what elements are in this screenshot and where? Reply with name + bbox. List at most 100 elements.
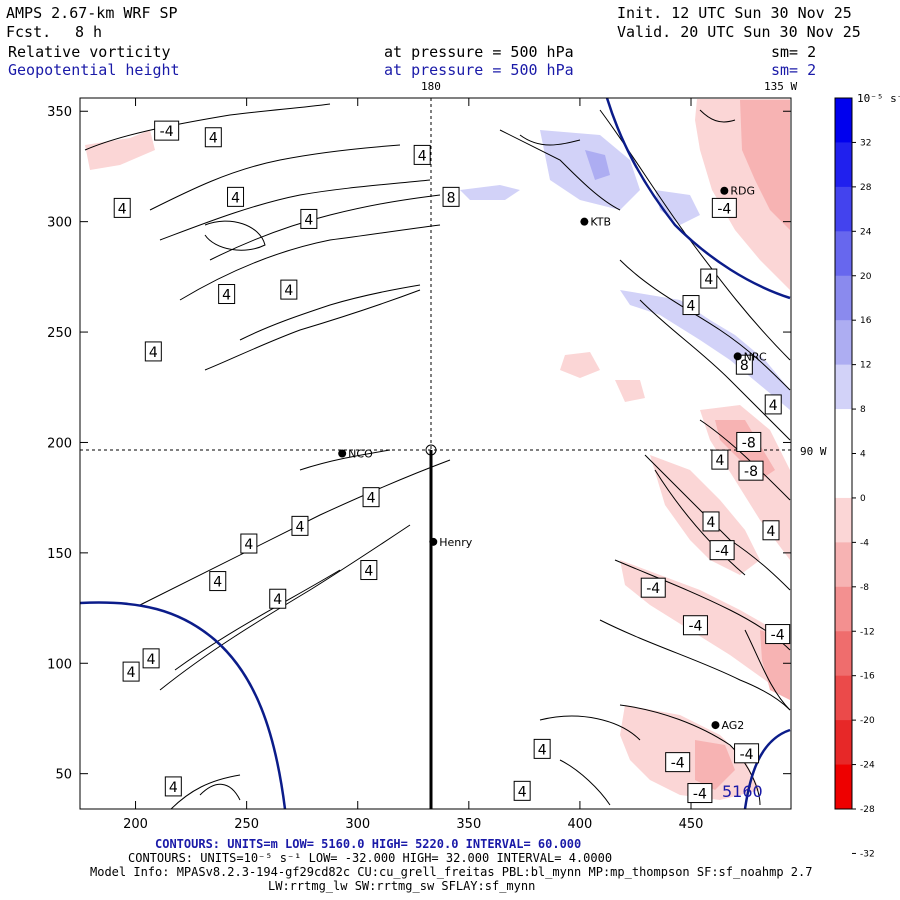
lat-label-90w: 90 W <box>800 445 827 458</box>
y-tick-label: 250 <box>47 326 72 341</box>
colorbar-tick-label: 0 <box>860 494 866 504</box>
contour-label: 4 <box>764 394 782 415</box>
station-label: NRC <box>744 350 767 363</box>
contour-label: 4 <box>269 588 287 609</box>
colorbar-segment <box>835 542 852 588</box>
contour-label-text: 4 <box>769 398 778 414</box>
y-tick-label: 200 <box>47 436 72 451</box>
contour-label-text: -4 <box>715 544 729 560</box>
axes: 200 250 300 350 400 450 50 100 150 200 250 300 350 <box>47 98 791 832</box>
colorbar-tick-label: -4 <box>860 538 869 548</box>
contour-label-box <box>218 284 236 305</box>
contour-label-box <box>154 120 180 141</box>
contour-label: 4 <box>682 295 700 316</box>
contour-label-box <box>533 738 551 759</box>
contour-label: -4 <box>687 783 713 804</box>
contour-label-box <box>764 394 782 415</box>
station-marker <box>580 217 589 226</box>
contour-label: 4 <box>360 560 378 581</box>
stations: RDG KTB NRC NCO Henry AG2 <box>338 185 767 732</box>
colorbar-segment <box>835 364 852 410</box>
lon-label-180: 180 <box>421 80 441 93</box>
contour-label: 4 <box>280 279 298 300</box>
colorbar: 32 28 24 20 16 12 8 4 0 -4 -8 -12 -16 -20 -24 -28 -32 <box>834 97 875 859</box>
station-label: AG2 <box>721 719 744 732</box>
contour-label-text: -4 <box>688 619 702 635</box>
contour-label-text: 4 <box>767 524 776 540</box>
field2-smoothing: sm= 2 <box>771 61 817 79</box>
colorbar-segment <box>835 98 852 143</box>
forecast-hour: 8 h <box>75 23 103 41</box>
contour-label: -8 <box>736 431 762 452</box>
y-tick-label: 150 <box>47 547 72 562</box>
contour-label: -4 <box>709 540 735 561</box>
contour-label: 4 <box>711 449 729 470</box>
colorbar-segment <box>835 720 852 766</box>
contour-label: 4 <box>204 127 222 148</box>
station-label: RDG <box>730 185 755 198</box>
contour-label-box <box>209 571 227 592</box>
colorbar-segment <box>835 275 852 321</box>
x-tick-label: 300 <box>345 817 370 832</box>
pole-marker <box>425 444 437 456</box>
colorbar-segment <box>835 186 852 232</box>
contour-label-box <box>291 515 309 536</box>
contour-label-box <box>142 648 160 669</box>
contour-label-box <box>360 560 378 581</box>
contour-label: 4 <box>122 661 140 682</box>
contour-labels: -4 4 4 4 4 8 4 4 4 4 -4 4 4 8 4 -8 4 -8 4 4 4 4 -4 4 4 4 4 -4 -4 -4 4 4… <box>113 120 791 804</box>
contour-label-box <box>413 144 431 165</box>
colorbar-unit: 10⁻⁵ s⁻¹ <box>857 92 900 105</box>
contour-label: 4 <box>218 284 236 305</box>
contour-label: 4 <box>300 208 318 229</box>
y-tick-label: 100 <box>47 657 72 672</box>
colorbar-segment <box>835 497 852 543</box>
contour-label-text: 4 <box>367 491 376 507</box>
contour-label-text: 4 <box>284 283 293 299</box>
y-tick-label: 350 <box>47 105 72 120</box>
field1-name: Relative vorticity <box>8 43 171 61</box>
colorbar-tick-label: 16 <box>860 316 872 326</box>
station-marker <box>429 537 438 546</box>
colorbar-tick-label: 4 <box>860 450 866 460</box>
contour-label-box <box>227 186 245 207</box>
contour-label: 4 <box>762 520 780 541</box>
contour-label-text: -4 <box>771 628 785 644</box>
contour-label-box <box>122 661 140 682</box>
contour-label: 4 <box>113 197 131 218</box>
field1-smoothing: sm= 2 <box>771 43 817 61</box>
colorbar-tick-label: -32 <box>860 849 875 859</box>
contour-label-box <box>442 186 460 207</box>
forecast-label: Fcst. <box>6 23 52 41</box>
contour-label-box <box>362 487 380 508</box>
colorbar-tick-label: -12 <box>860 627 875 637</box>
contour-label-text: -8 <box>742 435 756 451</box>
contour-label-text: 4 <box>213 575 222 591</box>
footer-height-contours: CONTOURS: UNITS=m LOW= 5160.0 HIGH= 5220… <box>155 837 582 851</box>
contour-label-box <box>736 431 762 452</box>
contour-label-text: 4 <box>118 201 127 217</box>
station-marker <box>338 449 347 458</box>
contour-label-text: 8 <box>740 358 749 374</box>
contour-label-box <box>711 197 737 218</box>
contour-label-text: 4 <box>304 212 313 228</box>
colorbar-segment <box>835 586 852 632</box>
contour-label-box <box>640 577 666 598</box>
colorbar-tick-label: -24 <box>860 761 875 771</box>
contour-label-text: 4 <box>364 564 373 580</box>
contour-label: 4 <box>413 144 431 165</box>
contour-label: 4 <box>702 511 720 532</box>
colorbar-tick-label: 32 <box>860 138 871 148</box>
contour-label-text: 4 <box>518 784 527 800</box>
station-marker <box>711 721 720 730</box>
contour-label-text: -4 <box>717 201 731 217</box>
contour-label-box <box>738 460 764 481</box>
colorbar-segment <box>835 764 852 810</box>
contour-label-text: -4 <box>646 581 660 597</box>
field2-name: Geopotential height <box>8 61 180 79</box>
contour-label-box <box>682 295 700 316</box>
contour-label: 4 <box>164 776 182 797</box>
contour-label: 4 <box>209 571 227 592</box>
contour-label-text: 4 <box>244 537 253 553</box>
